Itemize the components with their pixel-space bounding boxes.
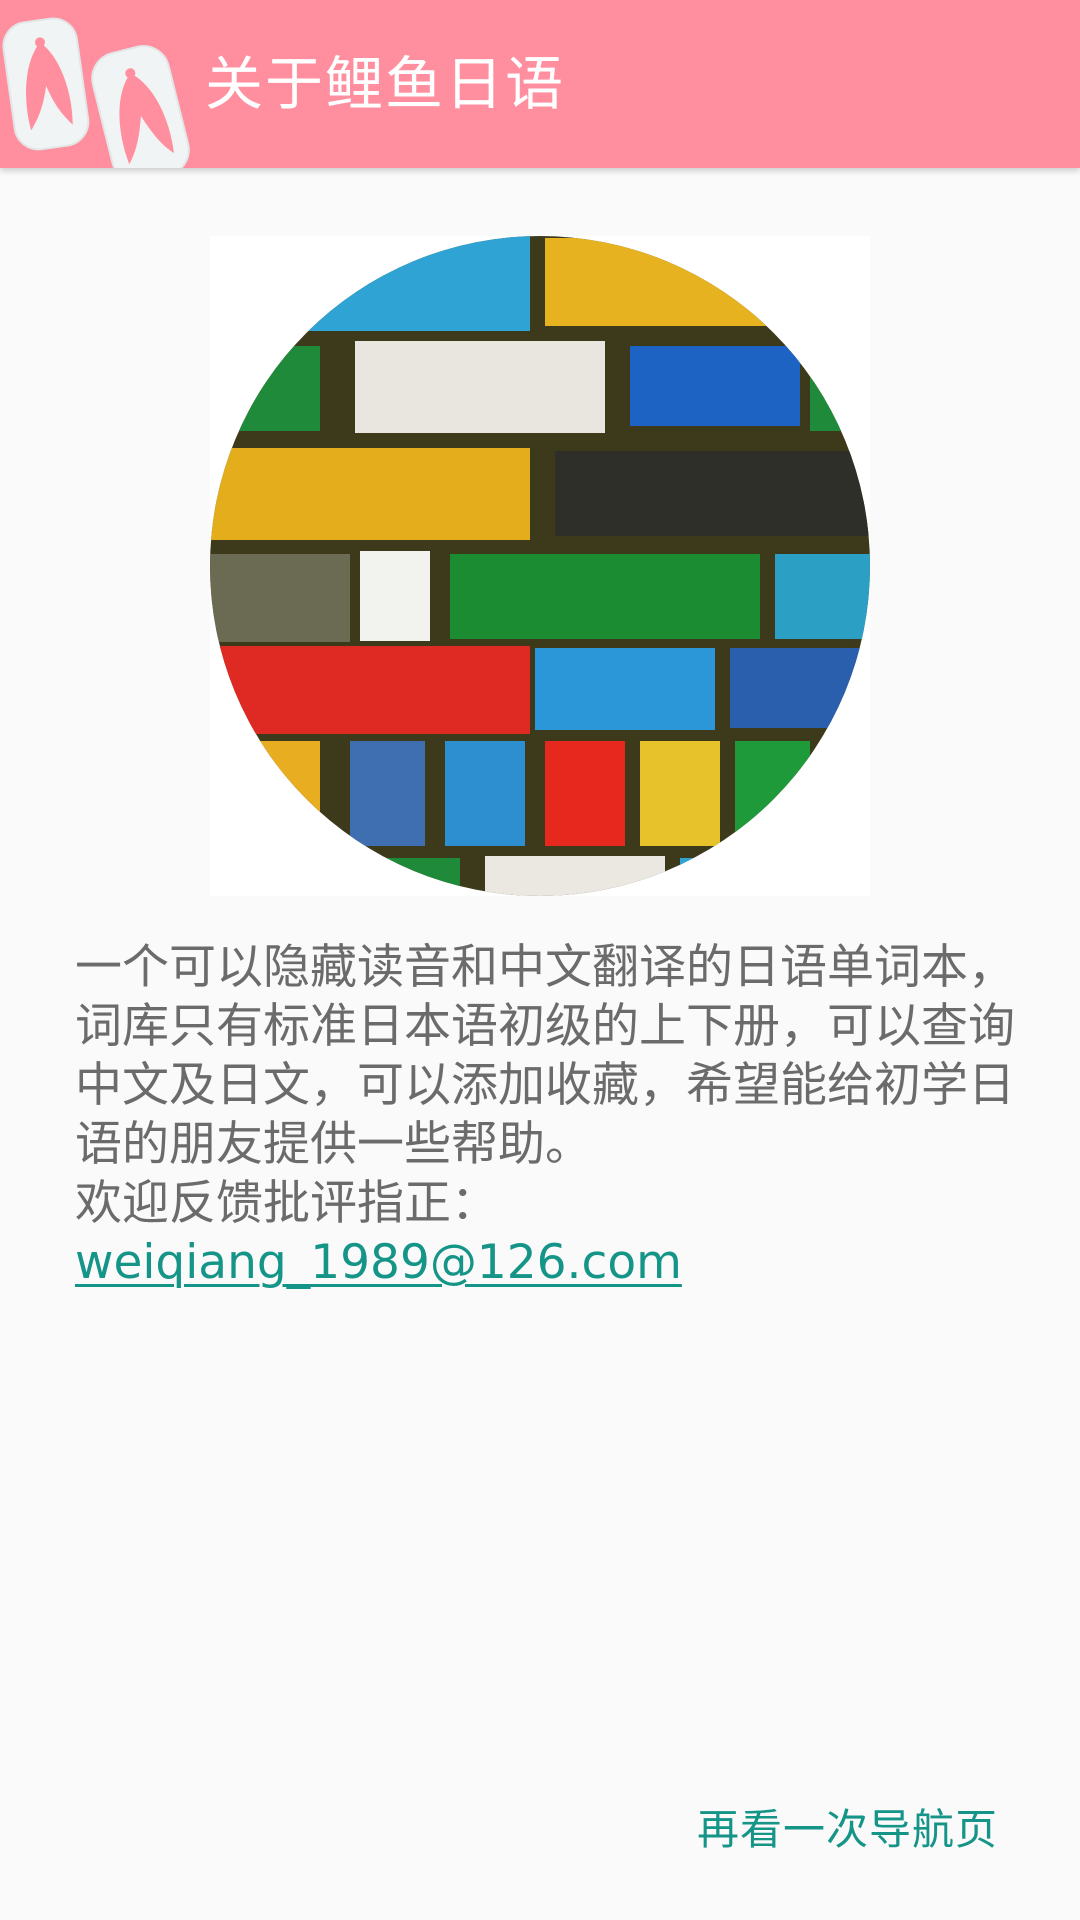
feedback-prompt: 欢迎反馈批评指正： — [75, 1176, 498, 1231]
email-link[interactable]: weiqiang_1989@126.com — [75, 1235, 682, 1290]
colorful-brick-wall-image — [210, 236, 870, 896]
geta-sandals-icon — [2, 17, 190, 168]
page-title: 关于鲤鱼日语 — [205, 50, 566, 118]
app-description: 一个可以隐藏读音和中文翻译的日语单词本，词库只有标准日本语初级的上下册，可以查询… — [75, 940, 1015, 1172]
show-guide-again-button[interactable]: 再看一次导航页 — [697, 1800, 998, 1860]
description-text-block: 一个可以隐藏读音和中文翻译的日语单词本，词库只有标准日本语初级的上下册，可以查询… — [75, 938, 1015, 1292]
app-bar: 关于鲤鱼日语 — [0, 0, 1080, 168]
hero-image — [210, 236, 870, 896]
